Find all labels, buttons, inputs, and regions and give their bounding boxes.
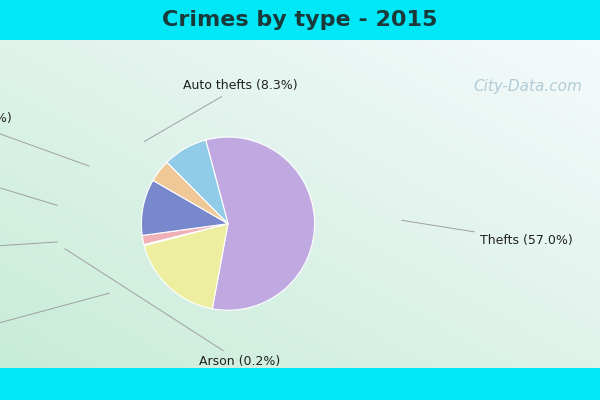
Text: Auto thefts (8.3%): Auto thefts (8.3%)	[144, 80, 298, 142]
Text: City-Data.com: City-Data.com	[473, 79, 582, 94]
Wedge shape	[144, 224, 228, 246]
Wedge shape	[142, 180, 228, 236]
Text: Assaults (10.5%): Assaults (10.5%)	[0, 158, 58, 205]
Text: Thefts (57.0%): Thefts (57.0%)	[401, 220, 573, 246]
Wedge shape	[206, 137, 314, 310]
Text: Arson (0.2%): Arson (0.2%)	[65, 249, 281, 368]
Text: Robberies (4.2%): Robberies (4.2%)	[0, 112, 89, 166]
Text: Rapes (1.7%): Rapes (1.7%)	[0, 242, 58, 256]
Wedge shape	[167, 140, 228, 224]
Text: Burglaries (18.0%): Burglaries (18.0%)	[0, 293, 109, 345]
Text: Crimes by type - 2015: Crimes by type - 2015	[163, 10, 437, 30]
Wedge shape	[142, 224, 228, 244]
Wedge shape	[144, 224, 228, 309]
Wedge shape	[153, 162, 228, 224]
